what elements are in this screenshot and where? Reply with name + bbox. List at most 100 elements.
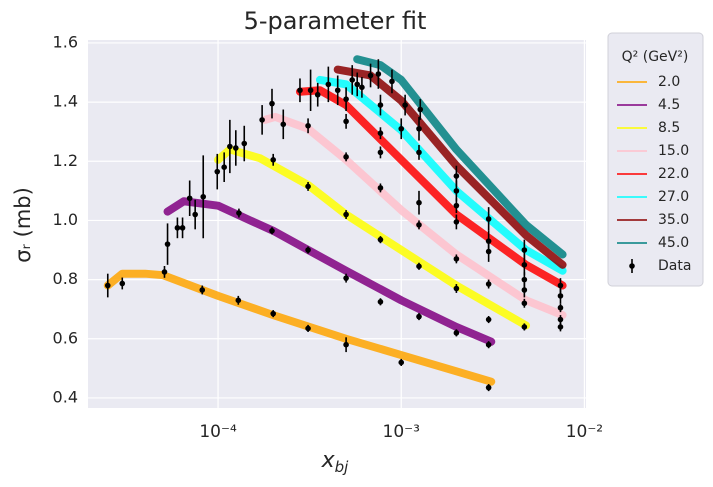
data-point [375,71,382,77]
fit-band [214,145,531,330]
data-point [270,157,276,163]
data-point [402,102,408,108]
data-point [557,293,564,299]
data-point [305,122,311,129]
legend: 2.0 4.5 8.5 15.0 22.0 27.0 35.0 45.0 Data [617,74,691,274]
data-point [186,195,193,202]
fit-band [315,75,567,275]
data-point [521,276,528,283]
data-point [343,118,349,125]
data-point [453,330,460,336]
data-point [453,219,460,225]
legend-label: 27.0 [658,189,689,205]
data-point [325,81,332,88]
data-point [453,202,460,209]
data-point [270,310,276,317]
data-point [236,210,242,216]
x-axis-label-sub: bj [335,458,350,476]
x-tick-label: 10⁻³ [383,422,420,442]
data-point [259,117,265,123]
data-point [416,199,422,206]
data-point [161,269,168,275]
data-point [557,316,564,323]
data-point [307,87,314,94]
data-point [453,173,460,179]
data-point [305,183,311,190]
data-point [485,384,492,391]
y-tick-label: 0.8 [53,269,78,288]
legend-title: Q² (GeV²) [622,49,689,65]
data-point [377,299,384,305]
fit-band [333,65,567,269]
data-point [227,143,233,150]
legend-label: 4.5 [658,97,680,113]
data-point [485,281,492,287]
data-point [416,125,422,132]
data-point [416,263,422,270]
data-point [377,185,384,191]
data-point [521,300,528,307]
legend-label: 8.5 [658,120,680,136]
data-point [235,297,242,304]
data-point [269,100,275,107]
data-point [416,149,422,156]
data-point [485,216,492,222]
data-point [416,313,422,320]
data-point [343,275,349,281]
data-point [367,72,374,79]
data-point [521,324,528,330]
data-point [398,125,405,132]
legend-label: Data [658,258,691,274]
data-point [233,145,239,151]
legend-label: 15.0 [658,143,689,159]
data-point [377,149,384,156]
data-point [343,341,349,348]
data-point [398,359,405,366]
data-point [416,222,422,228]
data-point [305,247,311,253]
data-point [417,106,424,113]
data-point [200,193,207,200]
x-axis-label-main: x [321,448,336,473]
y-tick-label: 1.4 [53,92,78,111]
data-point [521,262,528,268]
data-point [485,316,492,323]
data-point [221,164,227,171]
data-point [485,341,492,348]
data-point [164,241,171,247]
legend-box [607,32,704,287]
data-point [354,81,361,88]
x-tick-label: 10⁻² [566,422,603,442]
data-point [192,211,198,218]
data-point [343,96,349,102]
data-point [453,256,460,262]
data-point [179,225,186,231]
chart-title: 5-parameter fit [244,7,427,35]
data-point [453,188,460,194]
y-tick-label: 1.6 [53,32,78,51]
fit-band [260,112,567,320]
data-point [343,154,349,160]
data-point [297,87,303,94]
data-point [359,84,365,91]
data-point [485,248,492,255]
data-point [389,78,395,85]
data-point [241,140,248,147]
data-point [343,211,349,218]
data-point [557,282,564,289]
x-tick-label: 10⁻⁴ [199,422,237,442]
data-point [334,87,341,94]
y-tick-label: 1.2 [53,151,78,170]
data-point [453,285,460,292]
data-point [557,324,564,330]
fit-band [353,55,567,259]
data-point [269,228,275,234]
data-point [377,102,384,108]
data-point [521,247,528,253]
data-point [305,325,311,332]
y-axis-label: σᵣ (mb) [11,187,35,263]
legend-label: 2.0 [658,74,680,90]
fit-band [103,269,496,386]
data-point [521,287,528,293]
